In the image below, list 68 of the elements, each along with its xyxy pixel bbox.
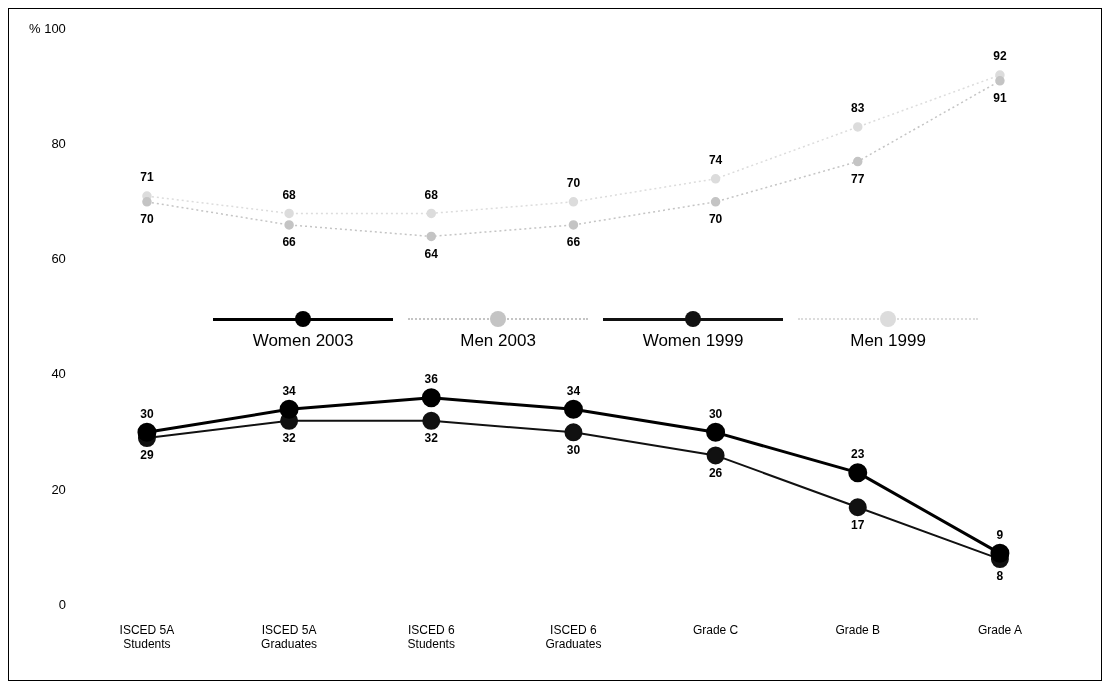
- legend-label: Men 1999: [850, 330, 926, 351]
- x-tick-label: ISCED 6 Students: [407, 622, 455, 652]
- point: [426, 208, 437, 219]
- y-tick-label: 80: [51, 135, 66, 151]
- data-label: 32: [282, 431, 297, 446]
- data-label: 68: [424, 187, 439, 202]
- point: [710, 174, 721, 184]
- y-tick-label: % 100: [28, 20, 66, 36]
- point: [284, 220, 294, 230]
- data-label: 92: [993, 49, 1007, 64]
- data-label: 30: [140, 406, 154, 421]
- y-tick-label: 20: [51, 481, 66, 497]
- legend-label: Women 2003: [252, 330, 354, 351]
- x-tick-label: Grade B: [835, 622, 881, 637]
- x-tick-label: ISCED 5A Students: [119, 622, 175, 652]
- point: [848, 463, 868, 483]
- point: [853, 122, 863, 132]
- point: [706, 446, 725, 465]
- point: [710, 197, 721, 207]
- point: [848, 498, 867, 517]
- point: [853, 156, 863, 167]
- data-label: 26: [708, 465, 723, 480]
- point: [142, 197, 152, 207]
- data-label: 68: [282, 187, 297, 202]
- data-label: 23: [851, 446, 865, 461]
- data-label: 70: [708, 212, 723, 227]
- y-tick-label: 0: [58, 596, 66, 612]
- data-label: 91: [993, 91, 1007, 106]
- point: [568, 220, 579, 230]
- legend-label: Men 2003: [460, 330, 536, 351]
- data-label: 66: [282, 235, 297, 250]
- point: [568, 197, 579, 207]
- data-label: 66: [566, 235, 581, 250]
- x-tick-label: ISCED 5A Graduates: [261, 622, 318, 652]
- x-tick-label: ISCED 6 Graduates: [545, 622, 602, 652]
- point: [563, 399, 583, 419]
- data-label: 83: [851, 101, 865, 116]
- data-label: 70: [140, 212, 154, 227]
- point: [995, 76, 1005, 86]
- x-tick-label: Grade A: [977, 622, 1022, 637]
- data-label: 36: [424, 372, 439, 387]
- point: [137, 422, 157, 442]
- data-label: 17: [851, 517, 865, 532]
- point: [564, 423, 583, 442]
- point: [426, 231, 437, 242]
- data-label: 8: [996, 569, 1004, 584]
- data-label: 34: [566, 383, 581, 398]
- data-label: 70: [566, 176, 581, 191]
- data-label: 30: [708, 406, 723, 421]
- point: [990, 543, 1010, 563]
- data-label: 30: [566, 442, 581, 457]
- point: [706, 422, 726, 442]
- legend-label: Women 1999: [642, 330, 744, 351]
- data-label: 34: [282, 383, 297, 398]
- point: [422, 411, 441, 430]
- y-tick-label: 60: [51, 251, 66, 267]
- point: [421, 388, 441, 408]
- data-label: 71: [140, 170, 154, 185]
- data-label: 9: [996, 527, 1004, 542]
- x-tick-label: Grade C: [692, 622, 739, 637]
- data-label: 29: [140, 448, 154, 463]
- point: [284, 208, 294, 219]
- data-label: 32: [424, 431, 439, 446]
- data-label: 64: [424, 246, 439, 261]
- data-label: 77: [851, 171, 865, 186]
- y-tick-label: 40: [51, 366, 66, 382]
- data-label: 74: [708, 153, 723, 168]
- point: [279, 399, 299, 419]
